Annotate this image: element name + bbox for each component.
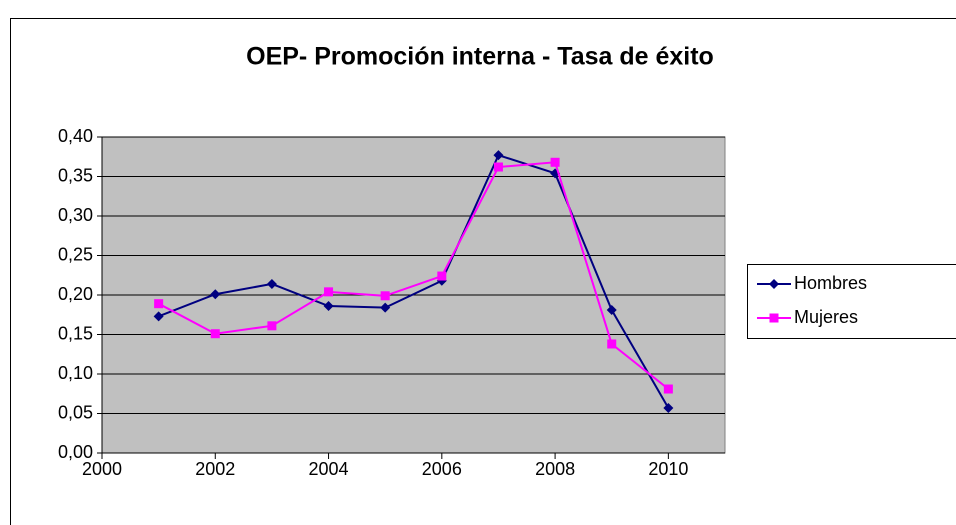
data-point [153,311,164,322]
x-tick-label: 2010 [648,459,688,479]
data-point [323,301,334,312]
data-point [663,384,673,394]
data-point [550,157,560,167]
data-point [210,329,220,339]
data-point [606,305,617,316]
legend-box [747,264,956,339]
data-point [266,278,277,289]
series-line [158,153,670,409]
series-line [158,161,669,390]
legend-label: Mujeres [794,307,858,327]
y-tick-label: 0,30 [58,205,93,225]
data-point [380,302,391,313]
data-point [267,321,277,331]
y-tick-label: 0,25 [58,244,93,264]
data-point [324,287,334,297]
data-point [380,291,390,301]
y-tick-label: 0,00 [58,442,93,462]
data-point [154,299,164,309]
y-tick-label: 0,35 [58,165,93,185]
y-tick-label: 0,20 [58,284,93,304]
data-point [607,339,617,349]
y-tick-label: 0,10 [58,363,93,383]
x-tick-label: 2008 [535,459,575,479]
x-tick-label: 2006 [422,459,462,479]
x-tick-label: 2000 [82,459,122,479]
data-point [663,402,674,413]
y-tick-label: 0,40 [58,126,93,146]
legend-marker [769,279,779,289]
y-tick-label: 0,15 [58,323,93,343]
data-point [493,162,503,172]
chart-title: OEP- Promoción interna - Tasa de éxito [246,43,714,71]
data-point [493,150,504,161]
data-point [437,271,447,281]
data-point [210,289,221,300]
x-tick-label: 2004 [309,459,349,479]
x-tick-label: 2002 [195,459,235,479]
legend-label: Hombres [794,273,867,293]
legend-marker [769,313,779,323]
y-tick-label: 0,05 [58,402,93,422]
